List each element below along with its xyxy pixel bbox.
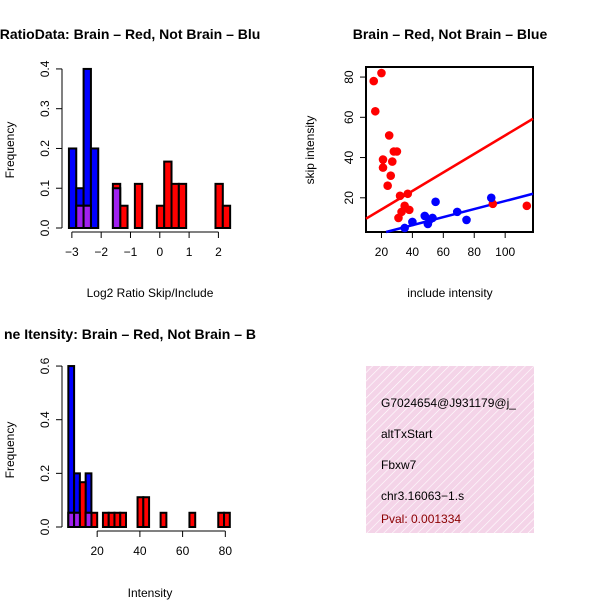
x-tick-label: 60 (437, 245, 451, 259)
x-tick-label: 80 (219, 544, 233, 558)
x-axis: −3 −2 −1 0 1 2 (65, 231, 222, 259)
bar-overlap-0: Overlap: 0.056 (75, 204, 85, 229)
x-tick-label: −2 (94, 245, 108, 259)
point-brain-2: Brain (20, 82) (377, 68, 386, 78)
intensity-histogram: ne Itensity: Brain – Red, Not Brain – B … (3, 326, 256, 600)
y-axis: 0.0 0.1 0.2 0.3 0.4 (38, 60, 63, 236)
point-brain-3: Brain (21, 39) (378, 155, 388, 164)
p-value: Pval: 0.001334 (381, 512, 461, 526)
y-tick-label: 0.0 (38, 518, 52, 535)
bar-brain-2: Brain: 0.167 (78, 481, 87, 529)
bar-brain-8: Brain: 0.053 (119, 511, 128, 529)
point-not-brain-7: Not Brain (69, 13) (452, 207, 462, 217)
bar-brain-5: Brain: 0.056 (155, 204, 166, 229)
bar-overlap-2: Overlap: 0.053 (84, 511, 93, 529)
scatter-title: Brain – Red, Not Brain – Blue (353, 26, 548, 42)
point-brain-18: Brain (114, 16) (522, 201, 532, 211)
x-tick-label: 0 (156, 245, 163, 259)
x-tick-label: 40 (133, 544, 147, 558)
bar-brain-3: Brain: 0.056 (119, 204, 129, 229)
bar-not-brain-0: Not Brain: 0.2 (67, 147, 78, 229)
x-tick-label: 80 (468, 245, 482, 259)
y-tick-label: 60 (342, 110, 356, 124)
x-axis: 20 40 60 80 (90, 530, 233, 558)
x-tick-label: 2 (215, 245, 222, 259)
y-tick-label: 0.3 (38, 100, 52, 117)
ratio-histogram-title: RatioData: Brain – Red, Not Brain – Blu (0, 26, 260, 42)
y-tick-label: 0.6 (38, 357, 52, 374)
y-tick-label: 80 (342, 70, 356, 84)
ratio-histogram-ylabel: Frequency (3, 122, 17, 179)
y-axis: 0.0 0.2 0.4 0.6 (38, 357, 63, 535)
y-tick-label: 0.2 (38, 140, 52, 157)
point-brain-0: Brain (15, 78) (369, 76, 379, 86)
x-tick-label: 60 (176, 544, 190, 558)
y-tick-label: 0.2 (38, 465, 52, 482)
point-not-brain-6: Not Brain (55, 18) (431, 197, 440, 207)
bar-overlap-2: Overlap: 0.1 (111, 187, 122, 229)
point-not-brain-9: Not Brain (91, 20) (486, 193, 496, 203)
point-brain-8: Brain (27, 38) (387, 157, 397, 166)
x-tick-label: 1 (186, 245, 193, 259)
scatter-ylabel: skip intensity (303, 116, 317, 185)
fit-line-brain (365, 117, 534, 220)
bar-not-brain-3: Not Brain: 0.2 (89, 147, 100, 229)
point-brain-6: Brain (25, 51) (384, 131, 394, 140)
point-brain-10: Brain (30, 43) (392, 147, 402, 156)
intensity-histogram-xlabel: Intensity (128, 586, 173, 600)
point-brain-7: Brain (26, 31) (386, 171, 396, 180)
x-tick-label: 40 (406, 245, 420, 259)
point-not-brain-1: Not Brain (40, 8) (408, 217, 417, 227)
x-tick-label: −1 (124, 245, 138, 259)
x-tick-label: 100 (495, 245, 515, 259)
info-box-background (366, 366, 534, 533)
bar-brain-9: Brain: 0.111 (214, 182, 224, 229)
ratio-histogram-xlabel: Log2 Ratio Skip/Include (87, 286, 214, 300)
event-type: altTxStart (381, 427, 433, 441)
bar-brain-14: Brain: 0.053 (223, 511, 231, 529)
y-tick-label: 0.0 (38, 219, 52, 236)
point-not-brain-8: Not Brain (75, 9) (462, 215, 471, 225)
point-brain-12: Brain (32, 21) (395, 191, 405, 201)
bar-brain-12: Brain: 0.053 (188, 511, 197, 529)
x-tick-label: −3 (65, 245, 79, 259)
bar-brain-10: Brain: 0.111 (142, 496, 151, 529)
bar-brain-6: Brain: 0.167 (163, 160, 173, 229)
intensity-histogram-ylabel: Frequency (3, 422, 17, 479)
point-brain-15: Brain (37, 22) (403, 189, 413, 199)
bar-not-brain-2: Not Brain: 0.4 (82, 67, 92, 230)
bar-brain-8: Brain: 0.111 (177, 182, 188, 229)
point-not-brain-5: Not Brain (53, 10) (428, 213, 437, 223)
intensity-scatter: Brain – Red, Not Brain – Blue include in… (303, 26, 547, 300)
gene-name: Fbxw7 (381, 458, 417, 472)
y-tick-label: 0.1 (38, 180, 52, 197)
y-tick-label: 0.4 (38, 60, 52, 77)
ratio-histogram: RatioData: Brain – Red, Not Brain – Blu … (0, 26, 260, 300)
x-tick-label: 20 (90, 544, 104, 558)
bar-overlap-1: Overlap: 0.056 (82, 204, 92, 229)
bar-brain-4: Brain: 0.111 (133, 182, 144, 229)
y-axis: 20 40 60 80 (342, 70, 366, 204)
point-brain-4: Brain (21, 35) (378, 163, 388, 172)
point-not-brain-0: Not Brain (35, 5) (400, 223, 409, 233)
point-brain-1: Brain (16, 63) (370, 106, 380, 116)
y-tick-label: 40 (342, 151, 356, 165)
event-id: G7024654@J931179@j_ (381, 396, 516, 410)
bar-brain-7: Brain: 0.111 (170, 182, 180, 229)
x-tick-label: 20 (375, 245, 389, 259)
y-tick-label: 20 (342, 191, 356, 205)
intensity-histogram-title: ne Itensity: Brain – Red, Not Brain – B (4, 326, 256, 342)
transcript-id: chr3.16063−1.s (381, 489, 464, 503)
bar-brain-10: Brain: 0.056 (221, 204, 232, 229)
bar-overlap-1: Overlap: 0.053 (73, 511, 81, 529)
y-tick-label: 0.4 (38, 411, 52, 428)
bar-brain-11: Brain: 0.053 (159, 511, 168, 529)
scatter-frame (365, 66, 534, 233)
event-info-box: G7024654@J931179@j_ altTxStart Fbxw7 chr… (366, 366, 534, 533)
point-brain-16: Brain (38, 14) (405, 205, 414, 215)
scatter-xlabel: include intensity (407, 286, 492, 300)
point-brain-5: Brain (24, 26) (383, 181, 392, 191)
x-axis: 20 40 60 80 100 (375, 232, 515, 259)
